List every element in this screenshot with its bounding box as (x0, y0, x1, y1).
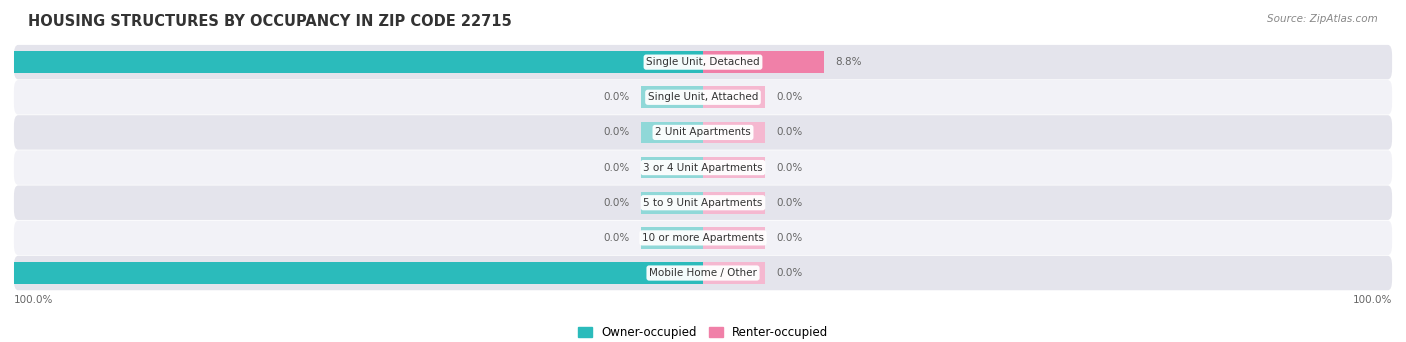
Text: 0.0%: 0.0% (776, 233, 803, 243)
Bar (703, 51, 824, 73)
Text: Mobile Home / Other: Mobile Home / Other (650, 268, 756, 278)
FancyBboxPatch shape (14, 45, 1392, 79)
Text: 5 to 9 Unit Apartments: 5 to 9 Unit Apartments (644, 198, 762, 208)
Text: 0.0%: 0.0% (776, 92, 803, 102)
Bar (703, 262, 765, 284)
Text: 0.0%: 0.0% (603, 128, 630, 137)
FancyBboxPatch shape (14, 256, 1392, 290)
Text: Single Unit, Attached: Single Unit, Attached (648, 92, 758, 102)
Bar (0, 262, 703, 284)
Bar (641, 192, 703, 214)
Text: 2 Unit Apartments: 2 Unit Apartments (655, 128, 751, 137)
Text: 8.8%: 8.8% (835, 57, 862, 67)
Bar (703, 157, 765, 179)
FancyBboxPatch shape (14, 150, 1392, 185)
Text: 100.0%: 100.0% (1353, 295, 1392, 305)
Text: 0.0%: 0.0% (776, 268, 803, 278)
FancyBboxPatch shape (14, 185, 1392, 220)
Text: 0.0%: 0.0% (603, 233, 630, 243)
Text: 0.0%: 0.0% (603, 162, 630, 173)
Text: Single Unit, Detached: Single Unit, Detached (647, 57, 759, 67)
Text: 0.0%: 0.0% (603, 198, 630, 208)
Bar (703, 227, 765, 249)
Bar (0, 51, 703, 73)
Bar (641, 227, 703, 249)
Text: 0.0%: 0.0% (776, 198, 803, 208)
Bar (703, 87, 765, 108)
Text: HOUSING STRUCTURES BY OCCUPANCY IN ZIP CODE 22715: HOUSING STRUCTURES BY OCCUPANCY IN ZIP C… (28, 14, 512, 29)
Bar (641, 157, 703, 179)
Text: 100.0%: 100.0% (14, 295, 53, 305)
FancyBboxPatch shape (14, 221, 1392, 255)
Bar (703, 121, 765, 143)
Text: 3 or 4 Unit Apartments: 3 or 4 Unit Apartments (643, 162, 763, 173)
Bar (703, 192, 765, 214)
FancyBboxPatch shape (14, 80, 1392, 115)
Bar (641, 121, 703, 143)
FancyBboxPatch shape (14, 115, 1392, 150)
Text: 0.0%: 0.0% (776, 162, 803, 173)
Legend: Owner-occupied, Renter-occupied: Owner-occupied, Renter-occupied (572, 321, 834, 342)
Text: 10 or more Apartments: 10 or more Apartments (643, 233, 763, 243)
Text: 0.0%: 0.0% (776, 128, 803, 137)
Text: 0.0%: 0.0% (603, 92, 630, 102)
Bar (641, 87, 703, 108)
Text: Source: ZipAtlas.com: Source: ZipAtlas.com (1267, 14, 1378, 24)
